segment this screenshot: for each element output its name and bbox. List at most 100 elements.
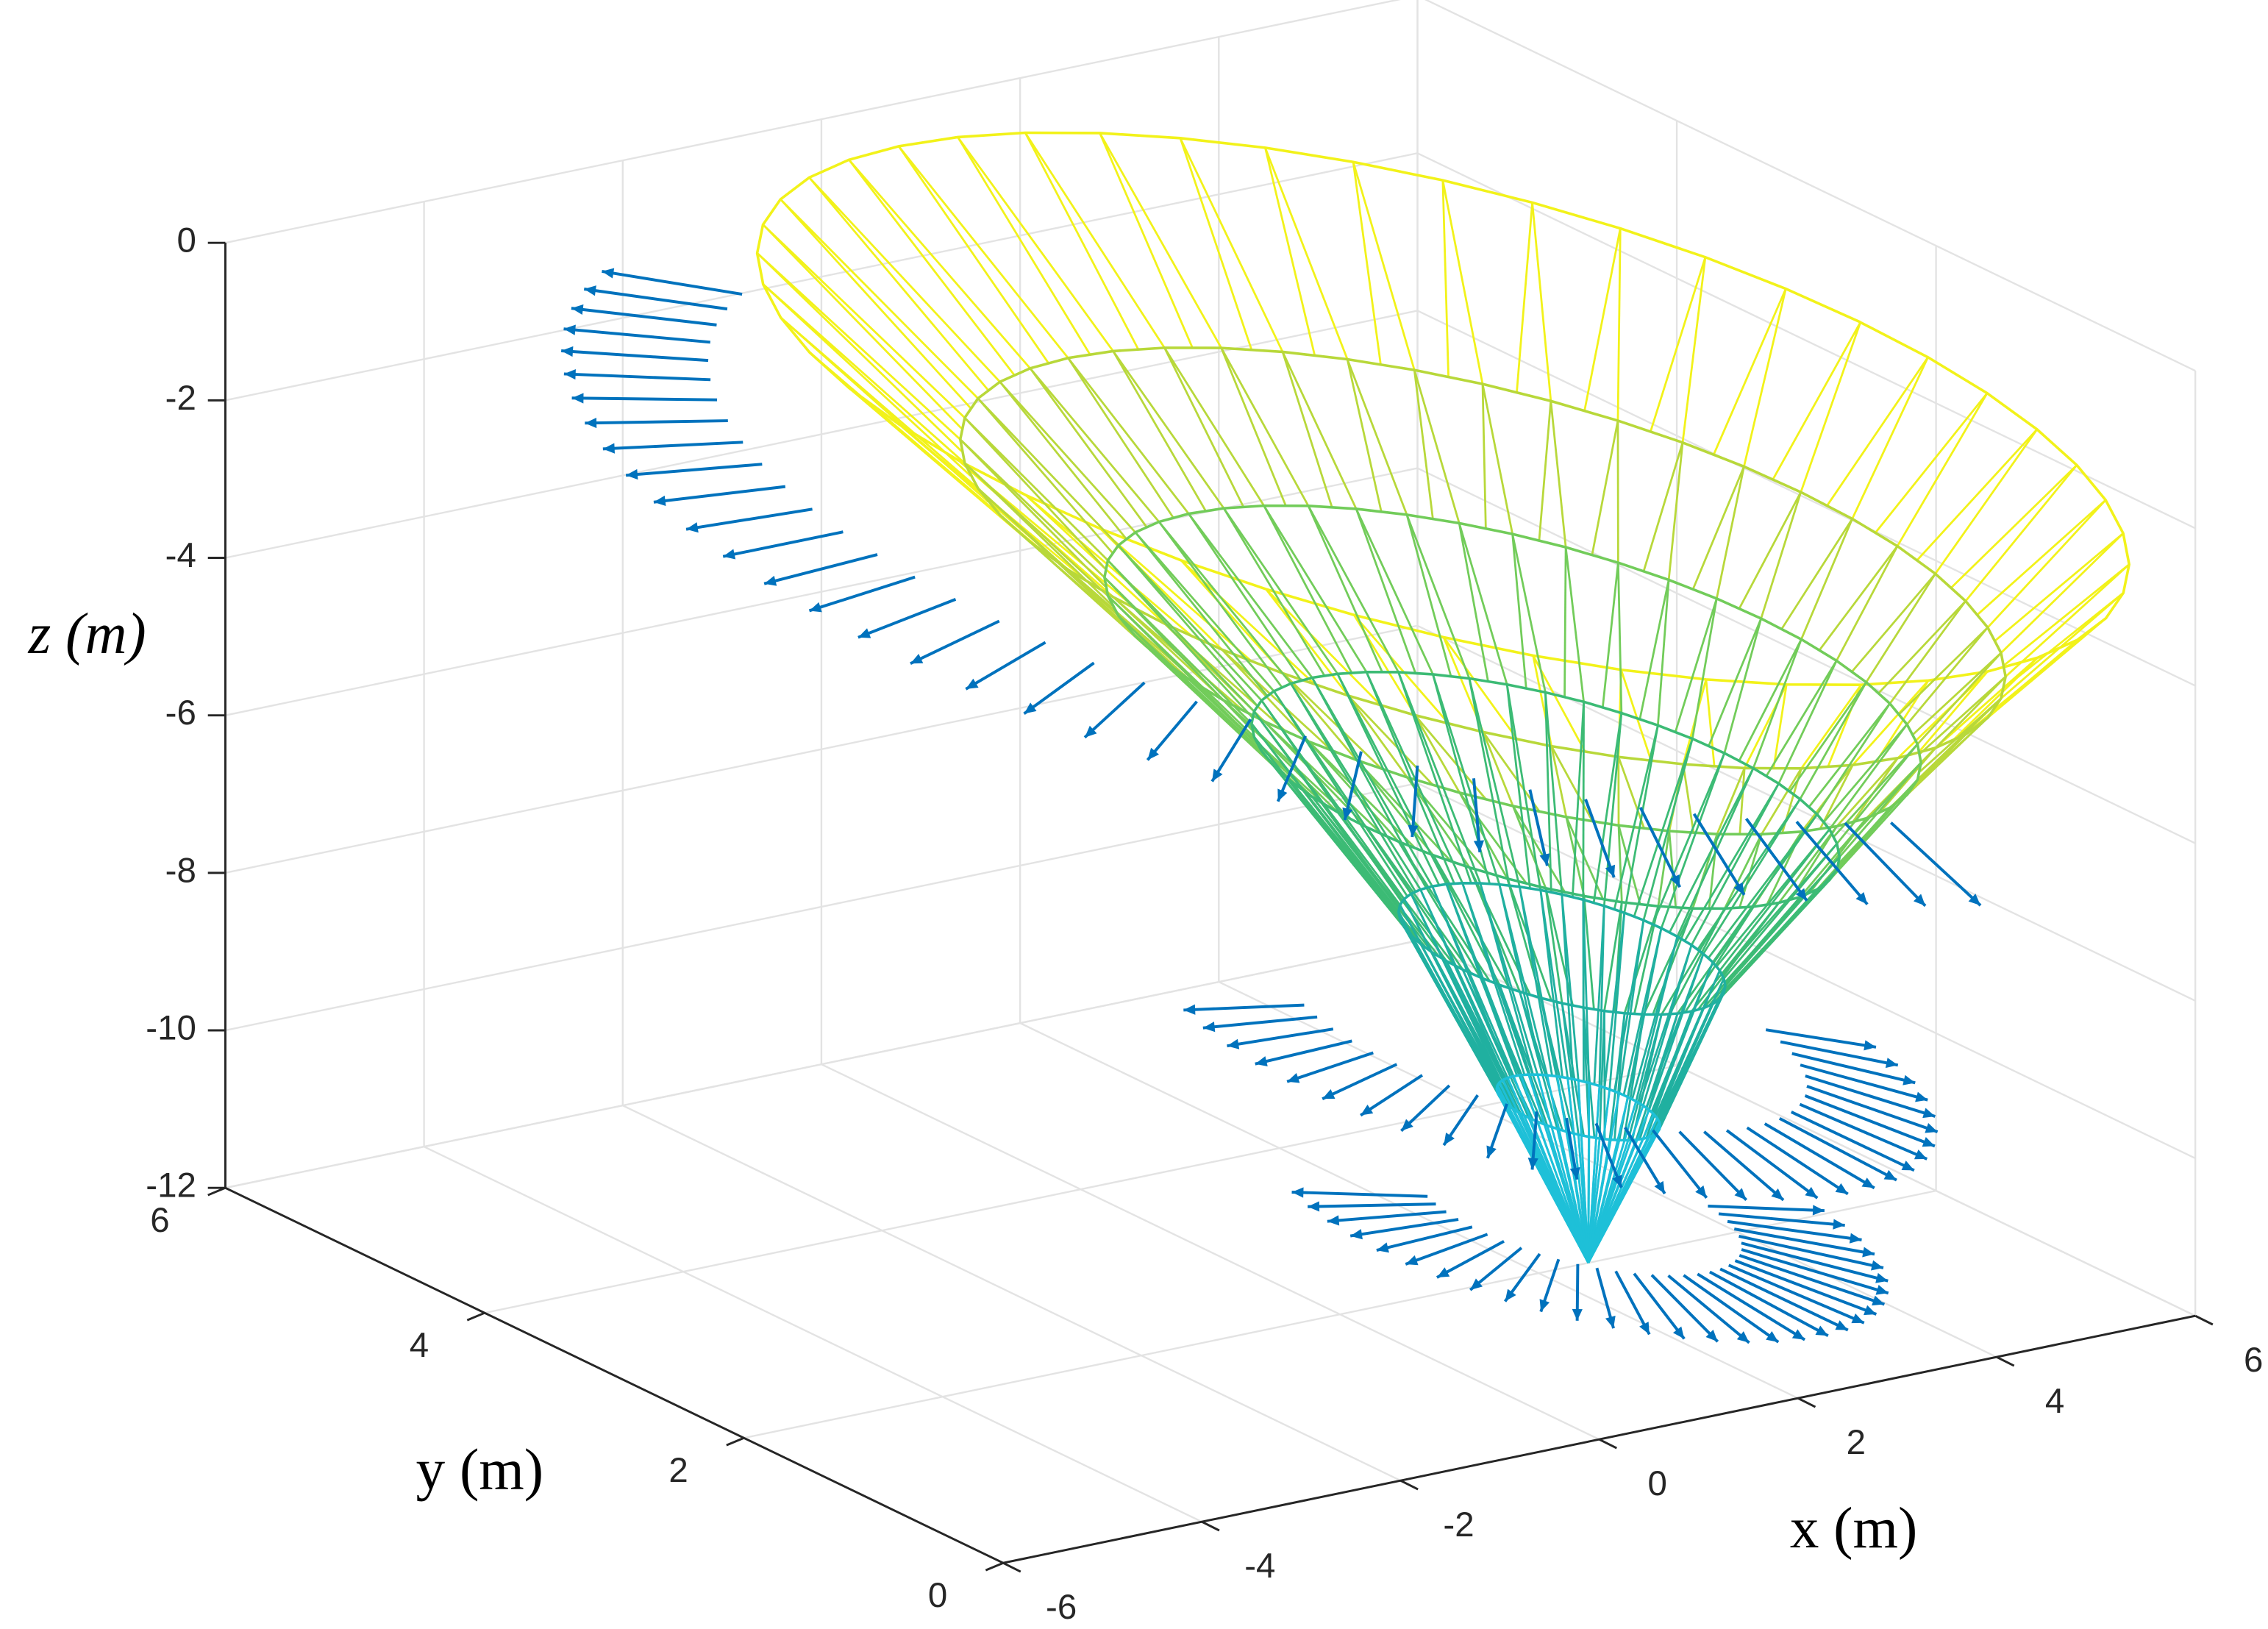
arrow-head [686, 522, 699, 533]
quiver-arrow [1709, 1270, 1829, 1337]
arrow-shaft [1183, 1003, 1305, 1012]
ruling-line [1405, 514, 1452, 677]
ruling-line [1353, 614, 1450, 725]
ruling-line [1683, 783, 1780, 941]
arrow-shaft [1800, 1063, 1928, 1102]
ruling-line [1800, 684, 1862, 769]
quiver-arrow [1727, 1219, 1862, 1244]
arrow-shaft [1678, 1130, 1748, 1202]
arrow-shaft [857, 598, 957, 639]
ruling-line [1366, 827, 1472, 974]
quiver-arrow [1527, 1111, 1538, 1170]
ruling-line [1413, 369, 1461, 524]
ruling-line [1851, 357, 1929, 520]
z-axis-title: z (m) [27, 602, 146, 666]
ruling-line [1838, 779, 1919, 864]
arrow-shaft [1227, 1027, 1334, 1048]
ruling-line [1561, 894, 1575, 1080]
arrow-head [1183, 1004, 1196, 1015]
arrow-shaft [561, 349, 709, 363]
surface-ring [755, 131, 2131, 686]
ruling-line [1721, 843, 1838, 976]
grid-line [225, 152, 1418, 402]
ruling-line [1682, 763, 1695, 833]
ruling-line [1690, 783, 1780, 946]
grid-line [743, 1189, 1936, 1439]
arrow-head [1322, 1089, 1336, 1099]
surface-ring [1103, 504, 1922, 836]
ruling-line [1441, 179, 1484, 385]
quiver-arrow [965, 641, 1046, 691]
arrow-shaft [1286, 1051, 1374, 1083]
grid-line [1416, 940, 2196, 1317]
ruling-line [1819, 764, 1854, 830]
ruling-line [762, 224, 963, 429]
ruling-line [2000, 532, 2125, 654]
quiver-arrow [1594, 1122, 1623, 1188]
arrow-shaft [1624, 1127, 1666, 1195]
ruling-line [1311, 796, 1441, 958]
ruling-line [1593, 905, 1605, 1085]
ruling-line [756, 252, 961, 441]
arrow-shaft [1795, 821, 1869, 905]
ruling-line [1273, 691, 1408, 897]
ruling-line [1816, 702, 1891, 816]
quiver-arrow [571, 304, 717, 327]
quiver-arrow [1023, 661, 1095, 716]
ruling-line [1739, 768, 1746, 835]
ruling-line [1724, 856, 1841, 983]
ruling-line [1179, 138, 1284, 353]
ruling-line [1603, 902, 1623, 1011]
ruling-line [1403, 898, 1499, 1085]
ruling-line [1481, 384, 1487, 529]
ruling-line [999, 381, 1127, 540]
y-tick-label: 2 [668, 1451, 688, 1490]
ruling-line [1877, 600, 1966, 694]
ruling-line [1919, 676, 2007, 755]
ruling-line [1705, 679, 1716, 767]
arrow-head [1795, 888, 1807, 901]
ruling-line [1652, 908, 1694, 1016]
arrow-head [1849, 1233, 1862, 1244]
surface-ring [1397, 882, 1727, 1016]
ruling-line [1539, 997, 1575, 1134]
ruling-line [1582, 702, 1585, 900]
y-axis-title: y (m) [416, 1439, 543, 1503]
ruling-line [1587, 1139, 1611, 1263]
arrow-shaft [1764, 1122, 1875, 1190]
ruling-line [1616, 228, 1622, 421]
arrow-head [1872, 1295, 1885, 1306]
ruling-line [1431, 952, 1519, 1112]
quiver-arrow [1183, 1003, 1305, 1015]
ruling-line [1346, 358, 1408, 516]
quiver-arrow [585, 417, 728, 429]
arrow-head [1736, 1331, 1750, 1343]
ruling-line [1550, 401, 1567, 548]
ruling-line [1482, 731, 1514, 807]
arrow-head [1835, 1183, 1848, 1194]
ruling-line [1188, 513, 1313, 679]
ruling-line [1355, 508, 1416, 674]
grid-line [1416, 152, 2196, 530]
ruling-line [1264, 147, 1316, 356]
quiver-arrow [602, 441, 743, 454]
quiver-arrow [1683, 1274, 1780, 1344]
ruling-line [1281, 351, 1358, 510]
ruling-line [1134, 531, 1275, 692]
arrow-shaft [571, 396, 718, 402]
ruling-line [1916, 670, 1989, 755]
ruling-line [1777, 825, 1838, 904]
ruling-line [1761, 768, 1802, 835]
arrow-head [1376, 1242, 1389, 1253]
arrow-head [1805, 1186, 1818, 1199]
arrow-shaft [1778, 1116, 1897, 1182]
ruling-line [1263, 721, 1383, 835]
ruling-line [1029, 367, 1160, 523]
ruling-line [1587, 1136, 1591, 1263]
arrow-shaft [1725, 1129, 1819, 1200]
arrow-head [1147, 747, 1160, 760]
ruling-line [1432, 855, 1511, 989]
ruling-line [1765, 660, 1838, 777]
grid-line [424, 1146, 1202, 1523]
quiver-arrow [1210, 719, 1252, 783]
